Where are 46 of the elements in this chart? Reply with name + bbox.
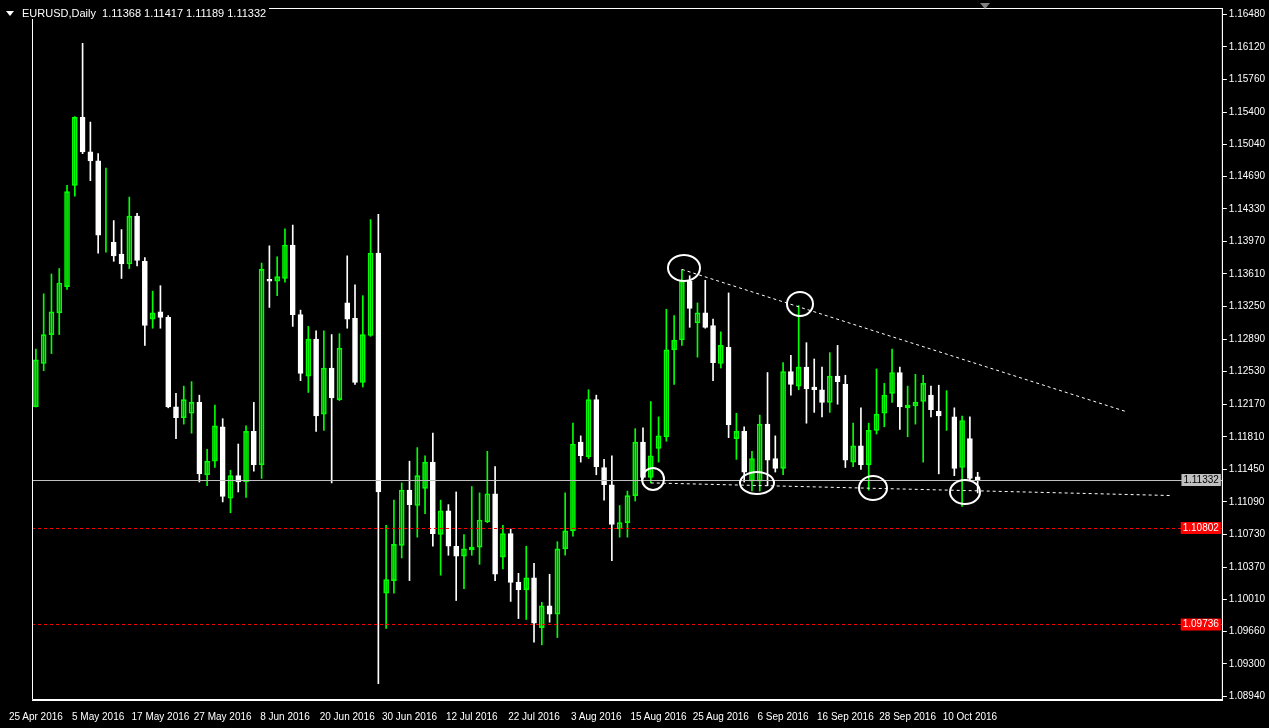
y-tick-label: 1.15400 [1228,105,1266,117]
x-tick-label: 20 Jun 2016 [319,710,376,722]
x-tick-label: 25 Apr 2016 [8,710,64,722]
x-tick-label: 16 Sep 2016 [817,710,875,722]
x-tick-label: 17 May 2016 [131,710,190,722]
y-tick-label: 1.09300 [1228,657,1266,669]
y-tick-label: 1.12890 [1228,332,1266,344]
y-tick-label: 1.10730 [1228,528,1266,540]
x-tick-label: 28 Sep 2016 [879,710,937,722]
ref-line-label: 1.11332 [1183,473,1220,485]
y-tick-label: 1.12170 [1228,397,1266,409]
x-tick-label: 3 Aug 2016 [570,710,623,722]
y-tick-label: 1.11810 [1228,430,1265,442]
y-tick-label: 1.11090 [1228,495,1265,507]
ref-line-label: 1.09736 [1182,618,1220,630]
y-tick-label: 1.13610 [1228,267,1266,279]
x-tick-label: 25 Aug 2016 [692,710,750,722]
chart-title: EURUSD,Daily 1.11368 1.11417 1.11189 1.11332 [22,7,267,19]
candlestick [935,384,942,475]
y-tick-label: 1.15040 [1228,138,1266,150]
y-tick-label: 1.13970 [1228,235,1266,247]
y-tick-label: 1.09660 [1228,625,1266,636]
y-tick-label: 1.13250 [1228,300,1266,312]
x-tick-label: 5 May 2016 [72,710,125,722]
x-tick-label: 12 Jul 2016 [445,710,499,722]
x-tick-label: 10 Oct 2016 [942,710,998,722]
x-tick-label: 6 Sep 2016 [757,710,810,722]
y-tick-label: 1.16480 [1228,8,1266,20]
candlestick [173,393,179,439]
y-tick-label: 1.10010 [1228,593,1266,605]
y-tick-label: 1.16120 [1228,40,1266,52]
ref-line-label: 1.10802 [1182,521,1220,533]
y-tick-label: 1.08940 [1228,690,1266,702]
x-tick-label: 27 May 2016 [193,710,253,722]
candlestick [453,491,460,601]
y-tick-label: 1.11450 [1228,463,1265,475]
y-tick-label: 1.14690 [1228,170,1266,181]
y-tick-label: 1.14330 [1228,202,1266,214]
x-tick-label: 15 Aug 2016 [630,710,688,722]
y-tick-label: 1.12530 [1228,365,1266,377]
y-tick-label: 1.15760 [1228,73,1266,85]
x-tick-label: 8 Jun 2016 [260,710,311,722]
x-tick-label: 22 Jul 2016 [508,710,561,722]
y-tick-label: 1.10370 [1228,560,1266,572]
x-tick-label: 30 Jun 2016 [381,710,438,722]
candlestick [344,255,351,329]
